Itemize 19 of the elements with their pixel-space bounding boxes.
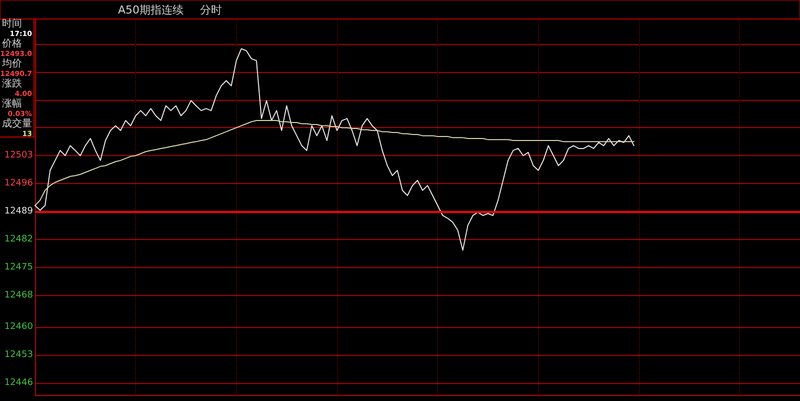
text: 时间 [2,18,22,30]
y-tick-label: 12460 [4,322,34,332]
y-tick-label: 12503 [4,150,33,161]
y-tick-label: 12482 [4,234,33,244]
chart-subtitle: 分时 [200,4,222,16]
y-tick-label: 12489 [4,206,34,216]
text: 价格 [1,38,22,50]
text: 成交量 [2,118,32,130]
text: 均价 [1,58,22,70]
y-tick-label: 12446 [4,378,34,388]
y-tick-label: 12475 [4,262,33,272]
y-tick-label: 12453 [4,350,33,360]
chart-title: A50期指连续 [118,4,184,16]
y-tick-label: 12468 [4,290,34,300]
line-series [34,120,634,206]
line-series [34,48,634,251]
text: 涨幅 [2,98,22,110]
text: 涨跌 [2,78,22,90]
y-tick-label: 12496 [4,178,34,189]
